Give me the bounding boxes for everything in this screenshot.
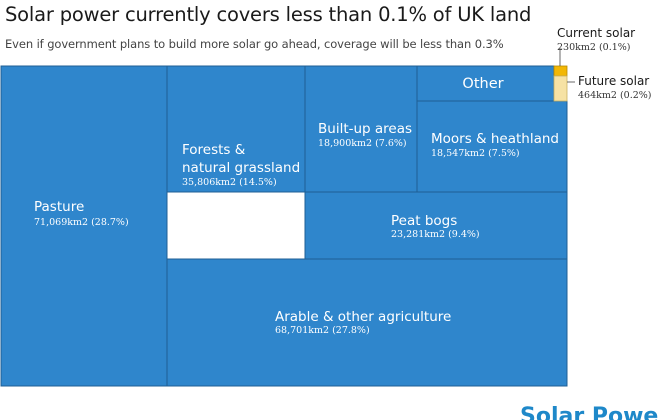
tile-built-up (304, 65, 418, 193)
tile-future-solar (553, 75, 568, 102)
chart-subtitle: Even if government plans to build more s… (5, 37, 504, 51)
built-up-value: 18,900km2 (7.6%) (318, 138, 407, 149)
future-solar-label: Future solar (578, 74, 650, 88)
tile-peat-bogs (304, 191, 568, 260)
pasture-label: Pasture (34, 199, 84, 215)
arable-value: 68,701km2 (27.8%) (275, 325, 370, 336)
footer-logo: Solar Power (520, 404, 660, 420)
peat-bogs-label: Peat bogs (391, 213, 457, 229)
moors-value: 18,547km2 (7.5%) (431, 148, 520, 159)
forests-label-line1: Forests & (182, 142, 246, 158)
chart-title: Solar power currently covers less than 0… (5, 3, 532, 26)
peat-bogs-value: 23,281km2 (9.4%) (391, 229, 480, 240)
tile-moors (416, 100, 568, 193)
other-label: Other (462, 76, 503, 92)
tile-current-solar (553, 65, 568, 77)
moors-label: Moors & heathland (431, 131, 559, 147)
tile-pasture (0, 65, 168, 387)
current-solar-label: Current solar (557, 26, 636, 40)
tile-arable (166, 258, 568, 387)
forests-label-line2: natural grassland (182, 160, 300, 176)
current-solar-value: 230km2 (0.1%) (557, 42, 631, 53)
tile-forests (166, 65, 306, 193)
arable-label: Arable & other agriculture (275, 309, 451, 325)
forests-value: 35,806km2 (14.5%) (182, 177, 277, 188)
pasture-value: 71,069km2 (28.7%) (34, 217, 129, 228)
built-up-label: Built-up areas (318, 121, 412, 137)
future-solar-value: 464km2 (0.2%) (578, 90, 652, 101)
